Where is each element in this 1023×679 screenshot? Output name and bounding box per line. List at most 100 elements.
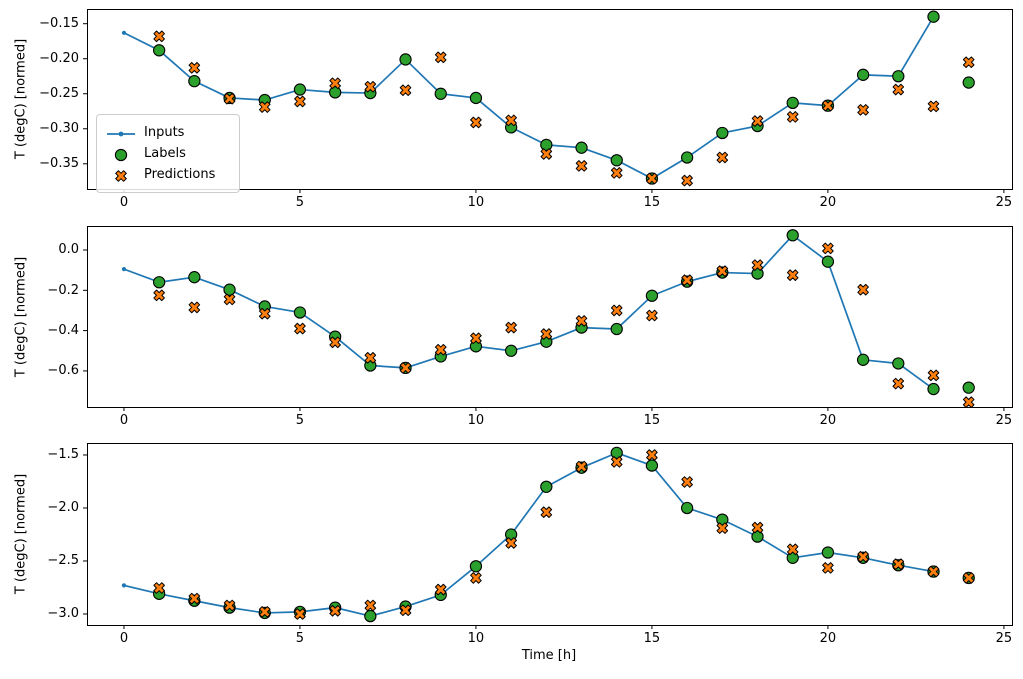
predictions-marker <box>364 80 377 93</box>
labels-marker <box>258 606 271 620</box>
labels-marker <box>927 382 940 396</box>
labels-marker <box>153 44 166 57</box>
labels-marker <box>223 91 236 105</box>
inputs-point <box>297 310 303 315</box>
inputs-point <box>403 57 408 62</box>
predictions-marker <box>892 377 905 390</box>
inputs-point <box>368 363 373 368</box>
inputs-point <box>685 279 690 284</box>
labels-marker <box>856 551 870 564</box>
predictions-marker <box>751 521 764 534</box>
labels-marker <box>751 267 764 280</box>
inputs-point <box>438 354 443 359</box>
inputs-point <box>861 357 866 362</box>
labels-marker <box>258 300 271 313</box>
inputs-point <box>896 74 901 79</box>
inputs-point <box>649 293 655 298</box>
labels-marker <box>680 501 694 515</box>
x-tick-label: 10 <box>467 631 485 646</box>
predictions-marker <box>681 476 693 488</box>
predictions-marker <box>294 95 306 108</box>
predictions-marker <box>258 307 271 320</box>
labels-marker <box>328 86 342 99</box>
labels-marker <box>258 93 271 107</box>
inputs-point <box>544 484 549 489</box>
inputs-point <box>262 610 267 616</box>
inputs-point <box>192 275 197 280</box>
labels-marker <box>927 565 940 578</box>
legend-label-predictions: Predictions <box>144 167 216 182</box>
labels-marker <box>962 76 975 89</box>
predictions-marker <box>716 265 729 277</box>
labels-circle-icon <box>106 147 136 161</box>
labels-marker <box>399 600 412 613</box>
predictions-marker <box>962 396 975 408</box>
predictions-marker <box>364 352 377 364</box>
predictions-marker <box>188 62 201 74</box>
legend-item-labels: Labels <box>106 143 229 164</box>
y-axis-label: T (degC) [normed] <box>13 256 29 377</box>
labels-marker <box>892 357 905 370</box>
predictions-marker <box>470 116 482 129</box>
x-tick-label: 25 <box>995 413 1013 428</box>
inputs-point <box>685 505 690 511</box>
inputs-point <box>649 176 655 181</box>
predictions-marker <box>822 562 834 574</box>
inputs-point <box>157 48 162 53</box>
labels-marker <box>856 68 870 81</box>
inputs-point <box>931 569 936 574</box>
predictions-marker <box>434 583 447 596</box>
predictions-marker <box>786 543 799 556</box>
inputs-point <box>579 465 584 470</box>
predictions-marker <box>505 537 517 549</box>
predictions-marker <box>258 606 271 618</box>
x-tick-label: 0 <box>119 631 129 646</box>
labels-marker <box>716 266 729 279</box>
labels-marker <box>434 588 447 602</box>
predictions-marker <box>223 293 236 306</box>
inputs-point <box>614 450 619 455</box>
inputs-point <box>403 604 408 609</box>
inputs-point <box>157 280 162 285</box>
inputs-point <box>262 97 267 103</box>
predictions-marker <box>892 83 905 96</box>
predictions-marker <box>927 369 940 382</box>
predictions-marker <box>399 604 412 617</box>
predictions-marker <box>610 304 623 317</box>
predictions-marker <box>786 269 799 281</box>
predictions-marker <box>857 550 869 563</box>
labels-marker <box>821 255 835 268</box>
predictions-marker <box>646 172 658 185</box>
inputs-point <box>790 555 795 560</box>
inputs-point <box>192 598 197 603</box>
inputs-point <box>790 233 795 238</box>
labels-marker <box>645 289 659 302</box>
labels-marker <box>434 350 447 363</box>
labels-marker <box>504 344 518 357</box>
predictions-marker <box>681 274 693 287</box>
labels-marker <box>786 229 799 242</box>
x-tick-label: 5 <box>295 195 305 210</box>
y-tick-label: −0.25 <box>39 86 79 102</box>
labels-marker <box>188 271 201 284</box>
labels-marker <box>751 119 764 133</box>
inputs-point <box>262 304 267 309</box>
plot-area <box>83 226 1013 411</box>
inputs-line <box>123 452 934 617</box>
x-tick-label: 15 <box>643 631 661 646</box>
labels-marker <box>610 322 623 336</box>
inputs-point <box>333 90 338 95</box>
inputs-point <box>861 555 866 560</box>
labels-marker <box>188 74 201 88</box>
legend-label-inputs: Inputs <box>144 125 185 140</box>
inputs-point <box>403 365 408 370</box>
predictions-marker <box>575 160 588 172</box>
x-tick-label: 20 <box>819 413 837 428</box>
inputs-point <box>333 605 338 610</box>
labels-marker <box>223 601 236 614</box>
inputs-point <box>720 130 725 136</box>
predictions-marker <box>681 174 693 187</box>
